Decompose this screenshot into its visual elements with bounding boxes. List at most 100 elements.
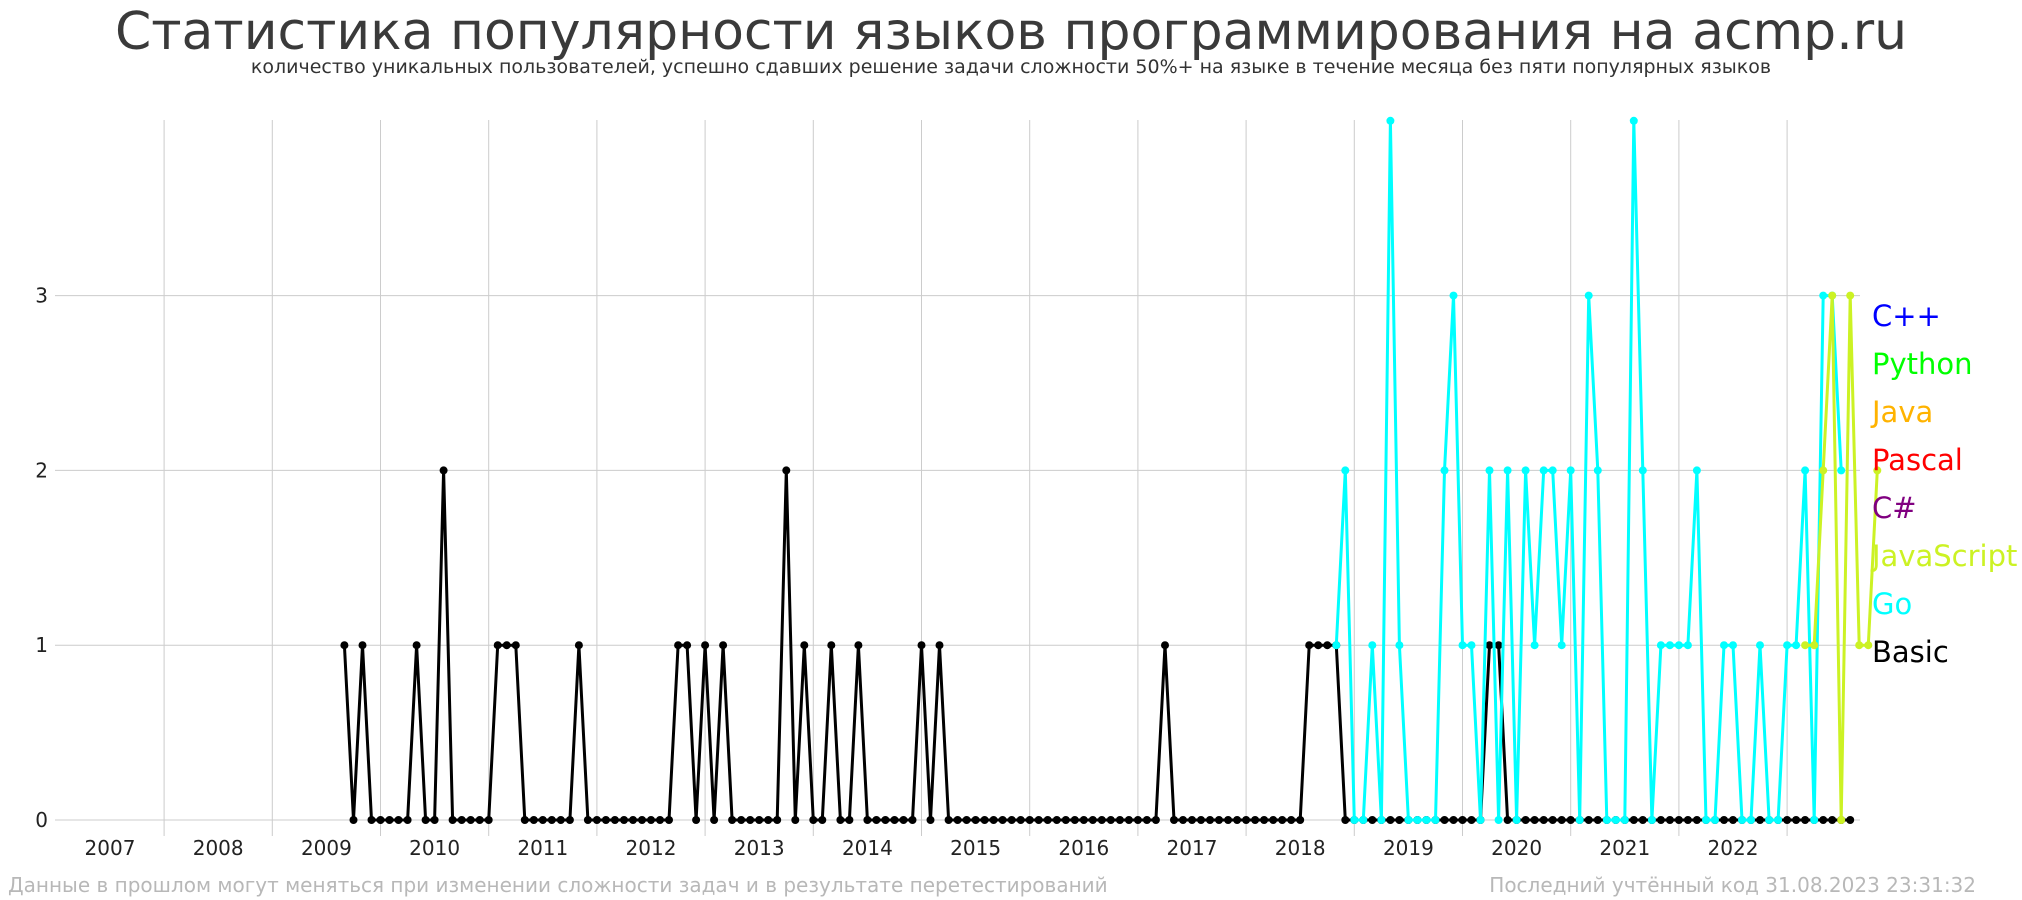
data-point xyxy=(1801,466,1810,475)
data-point xyxy=(719,641,728,650)
data-point xyxy=(1747,816,1755,824)
data-point xyxy=(1774,816,1783,824)
data-point xyxy=(647,816,655,824)
data-point xyxy=(1729,816,1737,824)
x-tick-label: 2009 xyxy=(301,836,352,860)
data-point xyxy=(683,641,692,650)
data-point xyxy=(1819,466,1828,475)
data-point xyxy=(881,816,890,824)
data-point xyxy=(728,816,737,824)
data-point xyxy=(340,641,349,650)
data-point xyxy=(1702,816,1710,824)
data-point xyxy=(1792,816,1801,824)
data-point xyxy=(1855,641,1864,650)
data-point xyxy=(1521,816,1530,824)
series-lines xyxy=(340,116,1882,824)
data-point xyxy=(502,641,511,650)
data-point xyxy=(538,816,547,824)
data-point xyxy=(1530,816,1539,824)
data-point xyxy=(529,816,538,824)
data-point xyxy=(367,816,376,824)
x-tick-label: 2015 xyxy=(950,836,1001,860)
data-point xyxy=(1593,816,1602,824)
data-point xyxy=(944,816,953,824)
data-point xyxy=(1386,116,1395,125)
legend: C++ Python Java Pascal C# JavaScript Go Basic xyxy=(1870,299,2017,669)
data-point xyxy=(1611,816,1620,824)
data-point xyxy=(1224,816,1233,824)
data-point xyxy=(1413,816,1422,824)
data-point xyxy=(1332,641,1341,650)
data-point xyxy=(1161,641,1169,650)
data-point xyxy=(1828,816,1837,824)
x-tick-label: 2020 xyxy=(1491,836,1542,860)
last-update-note: Последний учтённый код 31.08.2023 23:31:… xyxy=(1489,873,1976,897)
data-point xyxy=(980,816,989,824)
data-point xyxy=(773,816,782,824)
data-point xyxy=(385,816,394,824)
data-point xyxy=(926,816,935,824)
data-point xyxy=(1837,466,1846,475)
data-point xyxy=(1368,816,1377,824)
data-point xyxy=(1278,816,1287,824)
legend-item: Go xyxy=(1872,587,1912,621)
data-point xyxy=(1792,641,1801,650)
x-tick-label: 2013 xyxy=(734,836,785,860)
series-javascript xyxy=(1801,291,1882,824)
legend-item: JavaScript xyxy=(1870,539,2017,573)
x-tick-label: 2007 xyxy=(85,836,136,860)
data-point xyxy=(1801,816,1810,824)
data-point xyxy=(890,816,899,824)
data-point xyxy=(1070,816,1079,824)
data-point xyxy=(1106,816,1115,824)
data-point xyxy=(1548,816,1557,824)
data-point xyxy=(962,816,971,824)
data-point xyxy=(358,641,367,650)
data-point xyxy=(1323,641,1332,650)
data-point xyxy=(1846,816,1855,824)
data-point xyxy=(1729,641,1737,650)
y-tick-label: 0 xyxy=(35,808,48,832)
data-point xyxy=(1305,641,1314,650)
data-point xyxy=(971,816,980,824)
data-point xyxy=(1783,816,1792,824)
data-point xyxy=(1557,641,1566,650)
data-point xyxy=(412,641,421,650)
data-point xyxy=(1674,641,1683,650)
data-point xyxy=(1242,816,1251,824)
data-point xyxy=(1810,641,1819,650)
data-point xyxy=(1503,466,1512,475)
legend-item: Python xyxy=(1872,347,1973,381)
data-point xyxy=(701,641,710,650)
data-point xyxy=(439,466,448,475)
data-point xyxy=(1575,816,1584,824)
data-point xyxy=(1503,816,1512,824)
data-point xyxy=(1215,816,1223,824)
data-point xyxy=(935,641,944,650)
data-point xyxy=(1837,816,1846,824)
data-point xyxy=(1440,816,1449,824)
data-point xyxy=(1711,816,1719,824)
data-point xyxy=(1674,816,1683,824)
data-point xyxy=(845,816,854,824)
data-point xyxy=(403,816,412,824)
data-point xyxy=(1756,816,1764,824)
data-point xyxy=(1566,466,1575,475)
data-point xyxy=(1656,816,1665,824)
y-tick-label: 2 xyxy=(35,458,48,482)
data-point xyxy=(1206,816,1214,824)
data-point xyxy=(1873,466,1882,475)
y-tick-label: 3 xyxy=(35,284,48,308)
data-point xyxy=(565,816,574,824)
data-point xyxy=(1656,641,1665,650)
data-point xyxy=(1810,816,1819,824)
data-point xyxy=(863,816,872,824)
data-point xyxy=(1088,816,1097,824)
data-point xyxy=(1783,641,1792,650)
data-point xyxy=(430,816,439,824)
data-point xyxy=(1341,816,1350,824)
legend-item: C# xyxy=(1872,491,1917,525)
data-point xyxy=(1124,816,1133,824)
data-point xyxy=(1440,466,1449,475)
